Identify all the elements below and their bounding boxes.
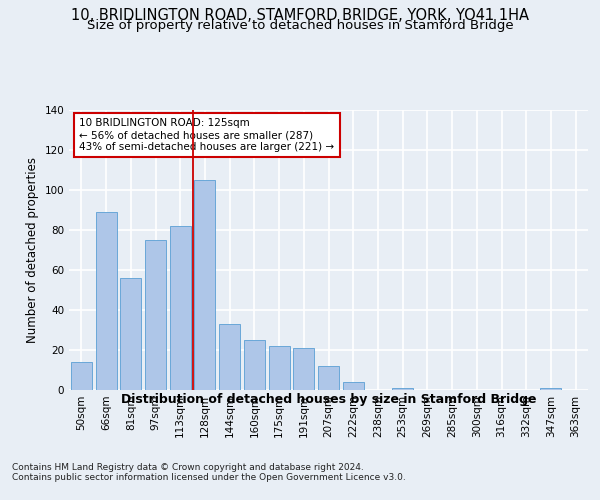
Bar (318, 366, 339, 390)
Bar (219, 324, 240, 390)
Text: Contains HM Land Registry data © Crown copyright and database right 2024.
Contai: Contains HM Land Registry data © Crown c… (12, 462, 406, 482)
Bar (120, 278, 141, 390)
Bar (392, 388, 413, 390)
Bar (343, 382, 364, 390)
Bar (541, 388, 562, 390)
Bar (269, 346, 290, 390)
Text: 10 BRIDLINGTON ROAD: 125sqm
← 56% of detached houses are smaller (287)
43% of se: 10 BRIDLINGTON ROAD: 125sqm ← 56% of det… (79, 118, 335, 152)
Bar (194, 180, 215, 390)
Bar (244, 340, 265, 390)
Text: 10, BRIDLINGTON ROAD, STAMFORD BRIDGE, YORK, YO41 1HA: 10, BRIDLINGTON ROAD, STAMFORD BRIDGE, Y… (71, 8, 529, 22)
Bar (95, 212, 116, 390)
Bar (145, 240, 166, 390)
Y-axis label: Number of detached properties: Number of detached properties (26, 157, 39, 343)
Bar (293, 348, 314, 390)
Bar (170, 226, 191, 390)
Bar (71, 362, 92, 390)
Text: Size of property relative to detached houses in Stamford Bridge: Size of property relative to detached ho… (86, 19, 514, 32)
Text: Distribution of detached houses by size in Stamford Bridge: Distribution of detached houses by size … (121, 392, 536, 406)
